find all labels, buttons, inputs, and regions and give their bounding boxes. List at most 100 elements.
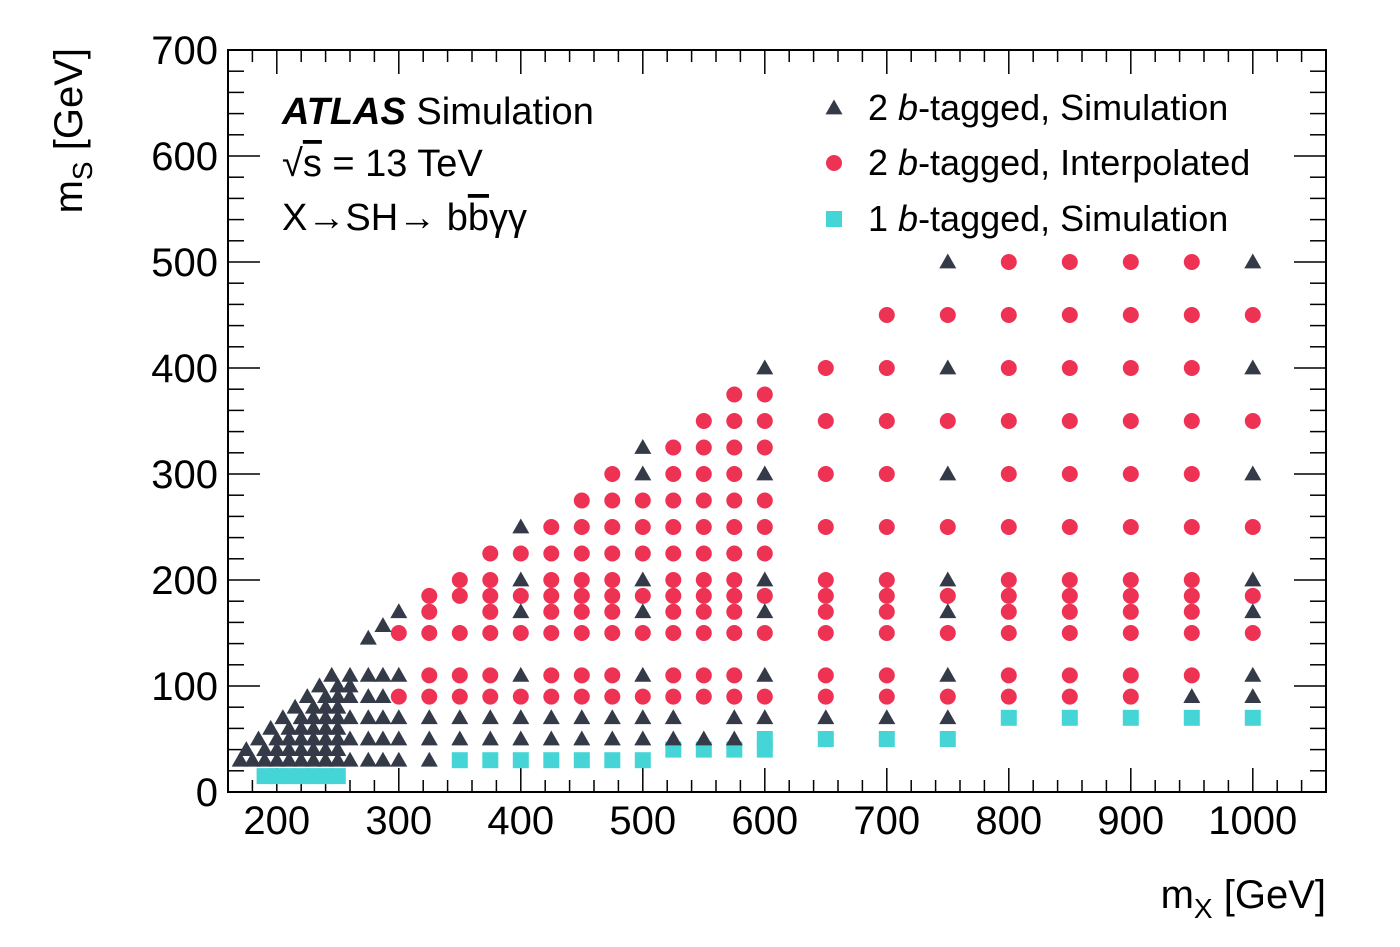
data-point-triangle bbox=[1244, 603, 1262, 619]
data-point-circle bbox=[1061, 307, 1078, 323]
data-point-square bbox=[1122, 709, 1139, 726]
data-point-triangle bbox=[329, 741, 347, 756]
data-point-circle bbox=[543, 572, 560, 588]
data-point-circle bbox=[1183, 466, 1200, 482]
data-point-circle bbox=[543, 625, 560, 641]
data-point-circle bbox=[1000, 466, 1017, 482]
data-point-circle bbox=[817, 466, 834, 482]
data-point-triangle bbox=[512, 666, 530, 682]
data-point-circle bbox=[665, 667, 682, 684]
y-tick-label: 600 bbox=[151, 135, 218, 179]
legend-circle-icon bbox=[826, 155, 842, 171]
data-point-triangle bbox=[280, 730, 298, 746]
data-point-circle bbox=[543, 688, 560, 705]
data-point-triangle bbox=[329, 688, 347, 703]
data-point-triangle bbox=[317, 751, 335, 767]
data-point-triangle bbox=[304, 741, 322, 756]
data-point-circle bbox=[1122, 667, 1139, 684]
data-point-circle bbox=[1183, 603, 1200, 620]
data-point-circle bbox=[817, 413, 834, 429]
y-tick-label: 300 bbox=[151, 453, 218, 497]
data-point-circle bbox=[1000, 572, 1017, 588]
data-point-triangle bbox=[390, 666, 408, 682]
data-point-circle bbox=[1122, 254, 1139, 270]
data-point-triangle bbox=[237, 741, 255, 756]
data-point-circle bbox=[726, 519, 743, 535]
data-point-square bbox=[256, 768, 273, 785]
data-point-circle bbox=[726, 466, 743, 482]
data-point-triangle bbox=[1244, 666, 1262, 682]
y-tick-label: 100 bbox=[151, 665, 218, 709]
data-point-circle bbox=[1061, 667, 1078, 684]
data-point-triangle bbox=[1244, 465, 1262, 481]
data-point-circle bbox=[695, 667, 712, 684]
data-point-triangle bbox=[374, 730, 392, 746]
data-point-triangle bbox=[304, 698, 322, 714]
data-point-triangle bbox=[317, 709, 335, 725]
data-point-triangle bbox=[298, 688, 316, 703]
data-point-circle bbox=[1244, 625, 1261, 641]
data-point-circle bbox=[634, 545, 651, 562]
data-point-circle bbox=[1000, 587, 1017, 604]
data-point-square bbox=[268, 768, 285, 785]
legend-label-1b-simulation: 1 b-tagged, Simulation bbox=[868, 198, 1228, 239]
data-point-circle bbox=[756, 545, 773, 562]
x-axis-label: mX [GeV] bbox=[1161, 873, 1326, 924]
data-point-circle bbox=[634, 688, 651, 705]
y-tick-label: 700 bbox=[151, 29, 218, 73]
data-point-triangle bbox=[274, 709, 292, 725]
data-point-circle bbox=[1244, 519, 1261, 535]
data-point-circle bbox=[726, 667, 743, 684]
data-point-circle bbox=[665, 625, 682, 641]
data-point-circle bbox=[1183, 360, 1200, 376]
data-point-square bbox=[317, 768, 334, 785]
data-point-circle bbox=[726, 688, 743, 705]
data-point-circle bbox=[695, 688, 712, 705]
data-point-square bbox=[293, 768, 310, 785]
data-point-triangle bbox=[1244, 688, 1262, 703]
data-point-triangle bbox=[481, 709, 499, 725]
data-point-circle bbox=[1122, 688, 1139, 705]
data-point-circle bbox=[543, 519, 560, 535]
data-point-circle bbox=[451, 572, 468, 588]
data-point-circle bbox=[604, 466, 621, 482]
x-tick-label: 200 bbox=[243, 799, 310, 843]
data-point-triangle bbox=[329, 751, 347, 767]
data-point-triangle bbox=[280, 719, 298, 735]
data-point-triangle bbox=[664, 709, 682, 725]
data-point-square bbox=[1061, 709, 1078, 726]
data-point-circle bbox=[695, 492, 712, 509]
data-point-triangle bbox=[939, 359, 957, 375]
data-point-triangle bbox=[329, 698, 347, 714]
data-point-circle bbox=[512, 688, 529, 705]
data-point-circle bbox=[878, 587, 895, 604]
tick-labels: 200 300 400 500 600 700 800 900 1000 0 100 200 300 40… bbox=[151, 29, 1297, 843]
data-point-triangle bbox=[374, 666, 392, 682]
data-point-circle bbox=[878, 307, 895, 323]
data-point-circle bbox=[421, 587, 438, 604]
data-point-circle bbox=[451, 587, 468, 604]
data-point-circle bbox=[1122, 625, 1139, 641]
data-point-triangle bbox=[512, 709, 530, 725]
data-point-circle bbox=[939, 519, 956, 535]
y-axis-label: mS [GeV] bbox=[47, 48, 98, 213]
data-point-circle bbox=[817, 688, 834, 705]
data-point-triangle bbox=[280, 741, 298, 756]
data-point-circle bbox=[817, 572, 834, 588]
data-point-circle bbox=[1000, 688, 1017, 705]
data-point-circle bbox=[726, 439, 743, 456]
data-point-triangle bbox=[329, 677, 347, 693]
data-point-square bbox=[817, 731, 834, 747]
energy-label: √s = 13 TeV bbox=[282, 143, 483, 185]
data-point-circle bbox=[817, 587, 834, 604]
data-point-circle bbox=[543, 545, 560, 562]
data-point-circle bbox=[695, 466, 712, 482]
data-point-triangle bbox=[664, 730, 682, 746]
data-point-circle bbox=[1000, 603, 1017, 620]
data-point-triangle bbox=[512, 730, 530, 746]
data-point-circle bbox=[512, 625, 529, 641]
data-point-triangle bbox=[634, 709, 652, 725]
data-point-square bbox=[726, 741, 743, 758]
data-point-circle bbox=[604, 688, 621, 705]
